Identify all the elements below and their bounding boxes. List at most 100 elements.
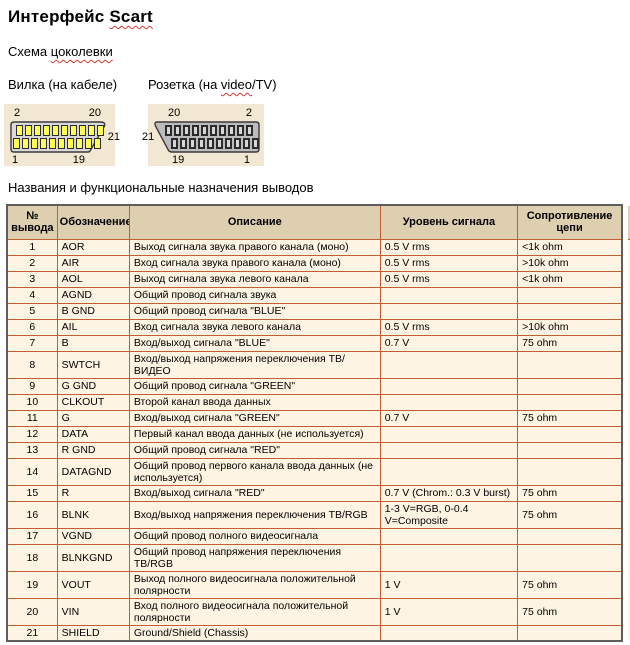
connector-pin [210, 125, 217, 136]
cell-impedance: >10k ohm [517, 318, 623, 336]
table-row: 8 SWTCH Вход/выход напряжения переключения… [6, 350, 623, 379]
cell-pin-number: 8 [6, 350, 58, 379]
cell-description: Выход сигнала звука левого канала [128, 270, 381, 288]
cell-designation: AGND [56, 286, 130, 304]
connector-pin [43, 125, 50, 136]
pin-table: № вывода Обозначение Описание Уровень сигна… [6, 204, 623, 642]
table-row: 3 AOL Выход сигнала звука левого канала 0.5… [6, 270, 623, 288]
cell-designation: R [56, 484, 130, 502]
cell-description: Вход/выход напряжения переключения ТВ/ВИ… [128, 350, 381, 379]
connector-pin [13, 138, 20, 149]
cell-impedance: >10k ohm [517, 254, 623, 272]
connector-pin [70, 125, 77, 136]
table-row: 10 CLKOUT Второй канал ввода данных [6, 393, 623, 411]
cell-pin-number: 19 [6, 570, 58, 599]
connector-diagrams-row: 2 20 21 1 19 20 2 [4, 104, 630, 166]
socket-pin19-label: 19 [172, 154, 185, 166]
pin-table-body: 1 AOR Выход сигнала звука правого канала (… [6, 238, 623, 642]
cell-pin-number: 7 [6, 334, 58, 352]
socket-pin21-label: 21 [142, 131, 155, 143]
socket-pin-row-top [165, 125, 253, 136]
cell-impedance [517, 302, 623, 320]
cell-signal-level: 1 V [379, 570, 519, 599]
plug-body-wrap: 21 [10, 121, 120, 153]
connector-pin [97, 125, 104, 136]
cell-impedance: 75 ohm [517, 500, 623, 529]
cell-impedance: 75 ohm [517, 409, 623, 427]
header-impedance: Сопротивление цепи [517, 204, 623, 240]
connector-pin [76, 138, 83, 149]
cell-signal-level [379, 543, 519, 572]
socket-label: Розетка (на video/TV) [148, 77, 277, 92]
cell-designation: CLKOUT [56, 393, 130, 411]
cell-description: Вход/выход сигнала "GREEN" [128, 409, 381, 427]
title-misspelled-word: Scart [109, 7, 153, 26]
connector-pin [52, 125, 59, 136]
connector-pin [189, 138, 196, 149]
cell-signal-level: 0.5 V rms [379, 270, 519, 288]
cell-impedance [517, 425, 623, 443]
connector-pin [22, 138, 29, 149]
cell-signal-level [379, 302, 519, 320]
connector-pin [61, 125, 68, 136]
cell-signal-level [379, 350, 519, 379]
cell-pin-number: 3 [6, 270, 58, 288]
table-row: 20 VIN Вход полного видеосигнала положител… [6, 597, 623, 626]
cell-description: Общий провод сигнала звука [128, 286, 381, 304]
cell-description: Выход полного видеосигнала положительной… [128, 570, 381, 599]
cell-signal-level [379, 441, 519, 459]
connector-pin [207, 138, 214, 149]
header-designation: Обозначение [56, 204, 130, 240]
connector-pin [58, 138, 65, 149]
plug-diagram: 2 20 21 1 19 [4, 104, 120, 166]
cell-designation: R GND [56, 441, 130, 459]
cell-impedance [517, 350, 623, 379]
cell-description: Первый канал ввода данных (не использует… [128, 425, 381, 443]
plug-pin-row-top [16, 125, 104, 136]
cell-impedance [517, 543, 623, 572]
cell-designation: G [56, 409, 130, 427]
cell-description: Выход сигнала звука правого канала (моно… [128, 238, 381, 256]
cell-designation: VOUT [56, 570, 130, 599]
cell-impedance [517, 441, 623, 459]
connector-pin [25, 125, 32, 136]
cell-impedance: 75 ohm [517, 484, 623, 502]
header-description: Описание [128, 204, 381, 240]
cell-impedance: 75 ohm [517, 597, 623, 626]
cell-pin-number: 11 [6, 409, 58, 427]
table-row: 21 SHIELD Ground/Shield (Chassis) [6, 624, 623, 642]
connector-pin [219, 125, 226, 136]
connector-pin [31, 138, 38, 149]
pinout-scheme-label: Схема цоколевки [8, 44, 630, 59]
table-row: 14 DATAGND Общий провод первого канала вво… [6, 457, 623, 486]
cell-pin-number: 1 [6, 238, 58, 256]
connector-pin [228, 125, 235, 136]
connector-pin [237, 125, 244, 136]
connector-pin [174, 125, 181, 136]
connector-pin [88, 125, 95, 136]
pin-table-head: № вывода Обозначение Описание Уровень сигна… [6, 204, 623, 240]
cell-signal-level [379, 286, 519, 304]
cell-description: Второй канал ввода данных [128, 393, 381, 411]
cell-description: Общий провод сигнала "RED" [128, 441, 381, 459]
cell-description: Общий провод сигнала "BLUE" [128, 302, 381, 320]
socket-body-wrap: 21 [142, 121, 260, 153]
cell-designation: VGND [56, 527, 130, 545]
cell-pin-number: 6 [6, 318, 58, 336]
table-row: 15 R Вход/выход сигнала "RED" 0.7 V (Chrom.… [6, 484, 623, 502]
cell-description: Ground/Shield (Chassis) [128, 624, 381, 642]
cell-designation: VIN [56, 597, 130, 626]
plug-top-pin-numbers: 2 20 [10, 107, 109, 120]
cell-description: Общий провод сигнала "GREEN" [128, 377, 381, 395]
connector-pin [183, 125, 190, 136]
connector-pin [16, 125, 23, 136]
cell-signal-level: 0.5 V rms [379, 318, 519, 336]
plug-pin20-label: 20 [88, 107, 101, 119]
socket-label-misspelled-word: video [220, 77, 252, 92]
connector-labels-row: Вилка (на кабеле) Розетка (на video/TV) [8, 77, 630, 92]
connector-pin [40, 138, 47, 149]
connector-pin [225, 138, 232, 149]
